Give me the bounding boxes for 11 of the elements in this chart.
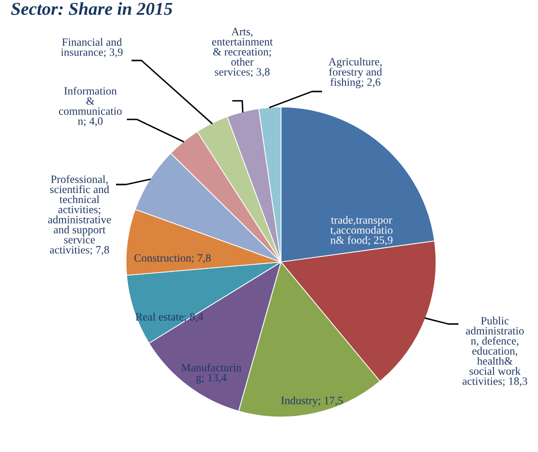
slice-label: trade,transpor t,accomodatio n& food; 25,9: [330, 216, 392, 246]
slice-label: Public administratio n, defence, education, health& social work activities; 18,3: [462, 316, 528, 387]
slice-label: Manufacturin g; 13,4: [181, 363, 242, 384]
slice-label: Industry; 17,5: [281, 396, 343, 407]
slice-label: Construction; 7,8: [134, 254, 211, 264]
slice-label: Arts, entertainment & recreation; other services; 3,8: [212, 28, 273, 78]
slice-label: Information & communicatio n; 4,0: [58, 86, 122, 126]
slice-label: Financial and insurance; 3,9: [60, 38, 123, 58]
chart-title: Sector: Share in 2015: [11, 2, 172, 16]
slice-label: Agriculture, forestry and fishing; 2,6: [328, 58, 382, 88]
slice-label: Professional, scientific and technical activities; administrative and support service activities; 7,8: [48, 175, 111, 256]
